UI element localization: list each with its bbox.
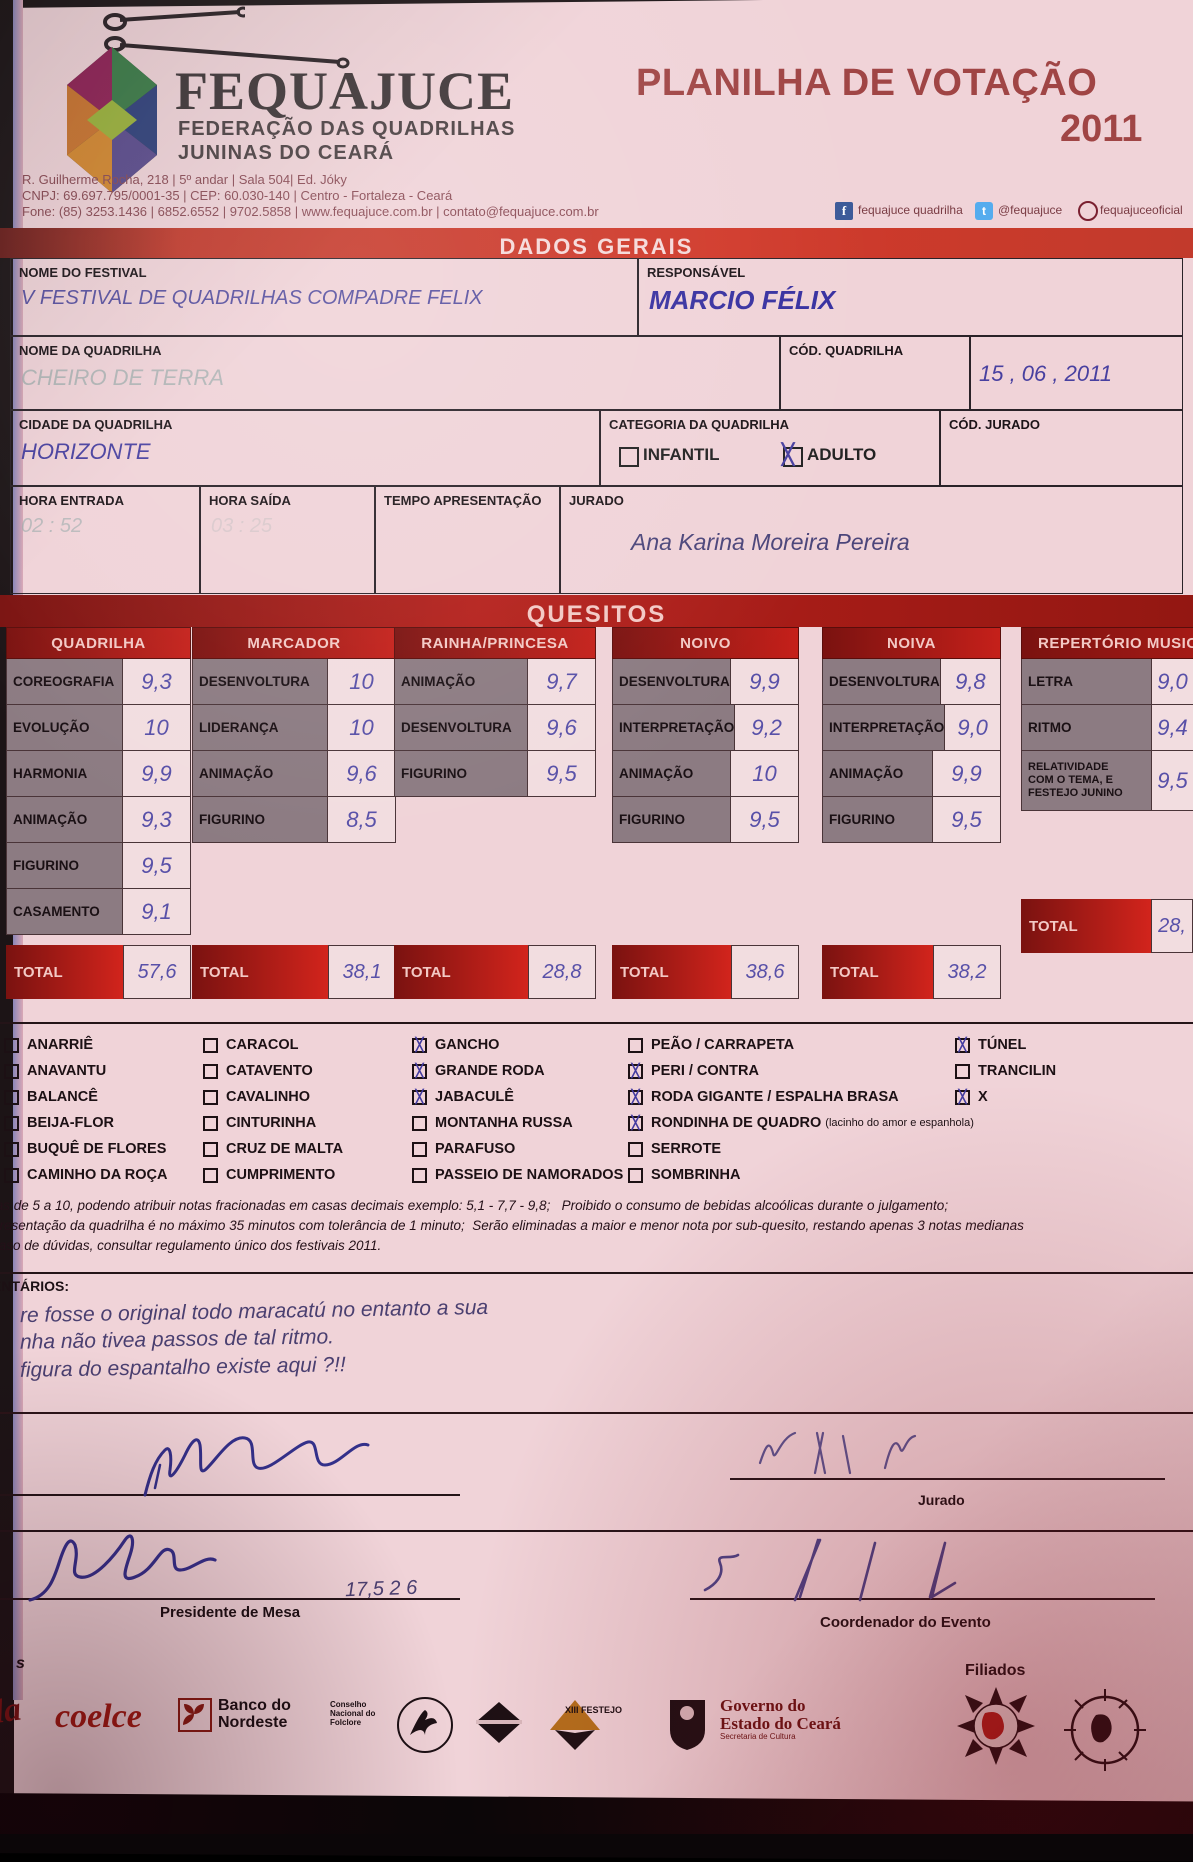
svg-text:XIII FESTEJO: XIII FESTEJO — [565, 1705, 622, 1715]
